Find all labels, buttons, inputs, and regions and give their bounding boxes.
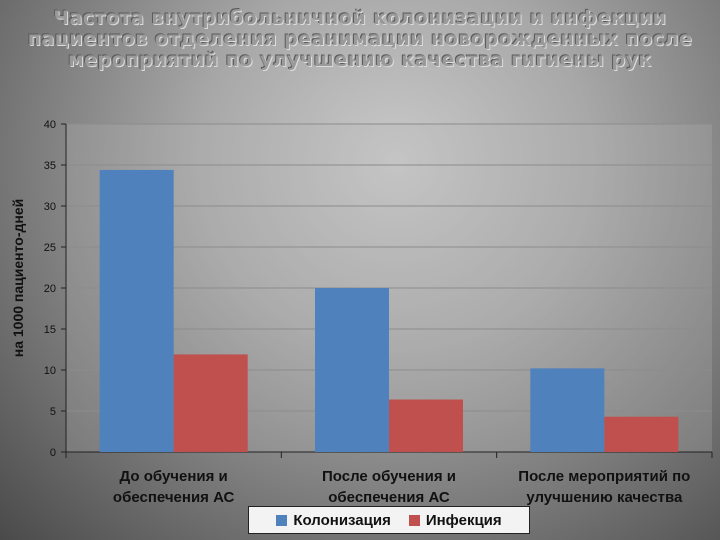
x-tick-label: После обучения и bbox=[322, 468, 456, 485]
y-axis-label: на 1000 пациенто-дней bbox=[10, 198, 26, 358]
chart-legend: Колонизация Инфекция bbox=[248, 506, 530, 534]
bar-infection bbox=[173, 354, 248, 452]
bar-infection bbox=[604, 416, 679, 452]
legend-label-infection: Инфекция bbox=[425, 511, 502, 529]
legend-label-colonization: Колонизация bbox=[293, 511, 391, 529]
bar-colonization bbox=[315, 288, 389, 452]
legend-swatch-infection bbox=[408, 514, 420, 526]
x-tick-label: обеспечения АС bbox=[113, 489, 235, 506]
y-tick-label: 35 bbox=[44, 160, 56, 172]
y-tick-label: 40 bbox=[44, 119, 56, 131]
x-tick-label: До обучения и bbox=[120, 468, 228, 485]
chart-title: Частота внутрибольничной колонизации и и… bbox=[27, 7, 693, 71]
legend-item-infection: Инфекция bbox=[408, 511, 502, 529]
bar-colonization bbox=[99, 169, 174, 453]
y-tick-label: 10 bbox=[44, 365, 56, 377]
y-tick-label: 25 bbox=[44, 242, 56, 254]
x-tick-label: улучшению качества bbox=[526, 489, 683, 506]
y-tick-label: 20 bbox=[44, 283, 56, 295]
bar-colonization bbox=[530, 368, 605, 452]
x-tick-label: После мероприятий по bbox=[518, 468, 690, 485]
y-tick-label: 0 bbox=[50, 447, 56, 459]
bar-infection bbox=[389, 399, 463, 452]
y-tick-label: 30 bbox=[44, 201, 56, 213]
legend-swatch-colonization bbox=[276, 514, 288, 526]
legend-item-colonization: Колонизация bbox=[276, 512, 391, 529]
y-tick-label: 5 bbox=[50, 406, 56, 418]
x-tick-label: обеспечения АС bbox=[328, 489, 450, 506]
y-tick-label: 15 bbox=[44, 324, 56, 336]
